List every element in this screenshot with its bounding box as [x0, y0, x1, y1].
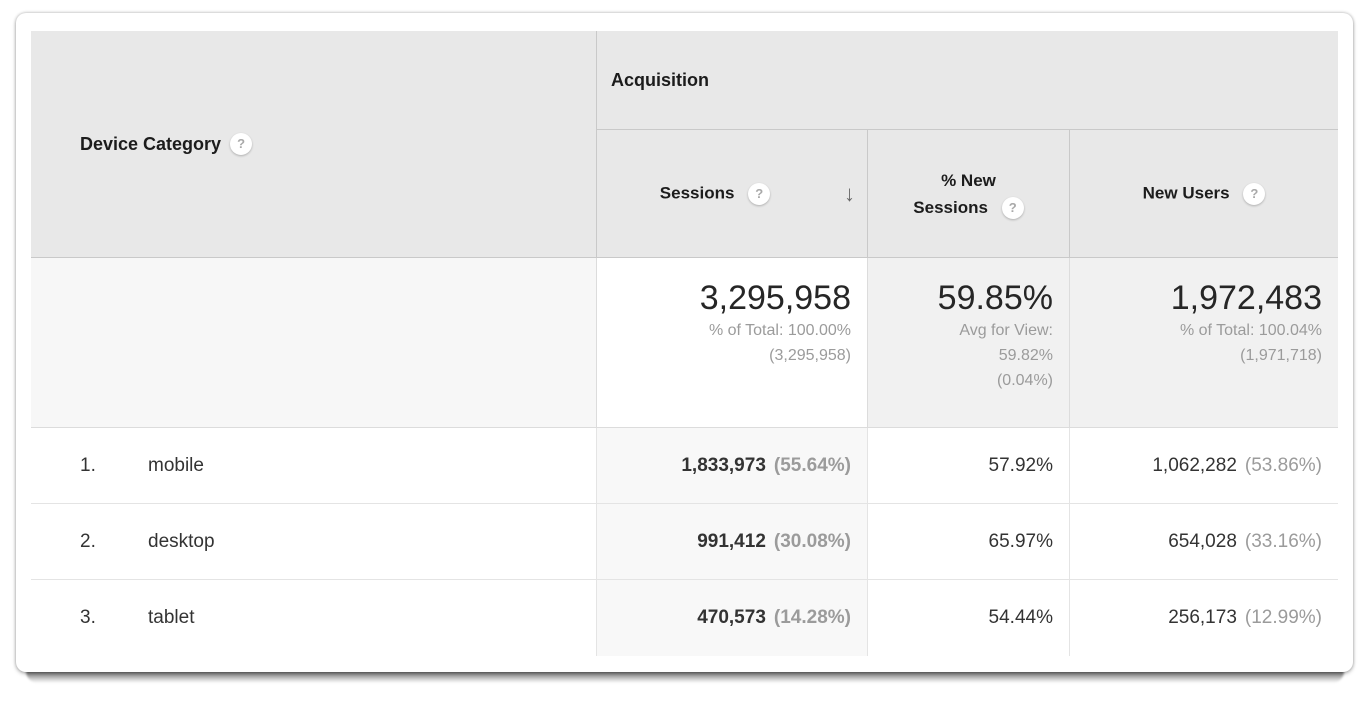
row-new-sessions-cell: 57.92% [868, 428, 1070, 504]
row-new-users-percent: (12.99%) [1244, 607, 1322, 628]
row-sessions-value: 470,573 [697, 607, 766, 628]
summary-new-sessions-avg: 59.85% [937, 279, 1053, 317]
summary-sessions-cell: 3,295,958 % of Total: 100.00% (3,295,958… [597, 258, 868, 428]
row-new-sessions-value: 54.44% [988, 607, 1053, 628]
row-sessions-cell: 470,573 (14.28%) [597, 580, 868, 656]
device-category-header-label: Device Category [80, 133, 222, 154]
row-index: 1. [80, 454, 96, 476]
summary-new-users-cell: 1,972,483 % of Total: 100.04% (1,971,718… [1070, 258, 1338, 428]
row-sessions-value: 991,412 [697, 530, 766, 552]
summary-new-sessions-cell: 59.85% Avg for View: 59.82% (0.04%) [868, 258, 1070, 428]
column-header-percent-new-sessions[interactable]: % New Sessions ? [868, 130, 1070, 258]
column-header-new-users[interactable]: New Users ? [1070, 130, 1338, 258]
row-category-label: tablet [148, 607, 195, 628]
row-new-users-cell: 256,173 (12.99%) [1070, 580, 1338, 656]
sessions-header-label: Sessions [659, 182, 735, 202]
row-sessions-percent: (30.08%) [773, 530, 851, 552]
help-icon[interactable]: ? [230, 133, 253, 155]
row-new-users-value: 256,173 [1168, 607, 1237, 628]
summary-new-users-percent-of-total: % of Total: 100.04% [1179, 322, 1322, 339]
group-header-acquisition: Acquisition [597, 31, 1338, 130]
row-new-users-value: 1,062,282 [1152, 454, 1237, 476]
percent-new-sessions-header-line1: % New [941, 170, 996, 190]
column-header-sessions[interactable]: Sessions ? ↓ [597, 130, 868, 258]
row-new-users-cell: 654,028 (33.16%) [1070, 504, 1338, 580]
row-index: 2. [80, 530, 96, 552]
row-new-sessions-cell: 65.97% [868, 504, 1070, 580]
summary-sessions-total: 3,295,958 [699, 279, 851, 317]
row-new-users-cell: 1,062,282 (53.86%) [1070, 428, 1338, 504]
table-row-category: 3. tablet [31, 580, 597, 656]
summary-new-users-total-paren: (1,971,718) [1240, 347, 1322, 364]
row-category-label: mobile [148, 454, 204, 476]
summary-new-sessions-avg-label: Avg for View: [959, 322, 1053, 339]
summary-sessions-percent-of-total: % of Total: 100.00% [708, 322, 851, 339]
new-users-header-label: New Users [1142, 182, 1230, 202]
column-header-device-category: Device Category ? [31, 31, 597, 258]
help-icon[interactable]: ? [748, 182, 771, 205]
summary-sessions-total-paren: (3,295,958) [769, 347, 851, 364]
table-row-category: 2. desktop [31, 504, 597, 580]
summary-new-sessions-delta: (0.04%) [996, 372, 1053, 389]
row-new-users-percent: (33.16%) [1244, 530, 1322, 552]
acquisition-header-label: Acquisition [611, 69, 709, 90]
help-icon[interactable]: ? [1243, 182, 1266, 205]
row-new-sessions-value: 65.97% [988, 530, 1053, 552]
help-icon[interactable]: ? [1001, 197, 1024, 220]
row-category-label: desktop [148, 530, 215, 552]
analytics-table-card: Device Category ? Acquisition Sessions ?… [16, 13, 1353, 672]
sort-descending-arrow-icon: ↓ [844, 180, 855, 206]
row-new-users-value: 654,028 [1168, 530, 1237, 552]
percent-new-sessions-header-line2: Sessions [913, 197, 988, 217]
row-sessions-value: 1,833,973 [681, 454, 766, 476]
device-category-table: Device Category ? Acquisition Sessions ?… [31, 31, 1338, 656]
summary-new-users-total: 1,972,483 [1170, 279, 1322, 317]
row-new-users-percent: (53.86%) [1244, 454, 1322, 476]
summary-dimension-cell [31, 258, 597, 428]
row-sessions-percent: (14.28%) [773, 607, 851, 628]
row-index: 3. [80, 607, 96, 628]
row-new-sessions-cell: 54.44% [868, 580, 1070, 656]
row-sessions-cell: 1,833,973 (55.64%) [597, 428, 868, 504]
summary-new-sessions-avg-value: 59.82% [998, 347, 1053, 364]
row-sessions-percent: (55.64%) [773, 454, 851, 476]
row-new-sessions-value: 57.92% [988, 454, 1053, 476]
row-sessions-cell: 991,412 (30.08%) [597, 504, 868, 580]
card-drop-shadow [26, 669, 1344, 683]
table-row-category: 1. mobile [31, 428, 597, 504]
